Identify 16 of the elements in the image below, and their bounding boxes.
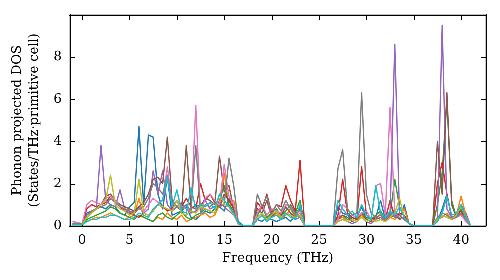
x-tick-label: 35 [406,233,422,248]
x-tick-label: 40 [453,233,470,248]
x-tick-label: 15 [216,233,233,248]
y-tick-label: 4 [54,134,62,150]
y-tick-label: 0 [54,218,62,234]
x-tick-label: 5 [126,233,134,248]
x-tick-label: 25 [310,233,328,248]
x-axis-title: Frequency (THz) [222,251,334,266]
x-tick-label: 10 [168,233,186,248]
y-tick-label: 8 [54,50,62,65]
x-tick-label: 20 [264,233,280,248]
y-tick-label: 6 [54,92,62,107]
x-tick-label: 0 [78,233,86,248]
x-tick-label: 30 [358,233,375,248]
y-axis-title: Phonon projected DOS (States/THz·primitive cell) [10,33,42,208]
y-tick-label: 2 [54,176,62,192]
